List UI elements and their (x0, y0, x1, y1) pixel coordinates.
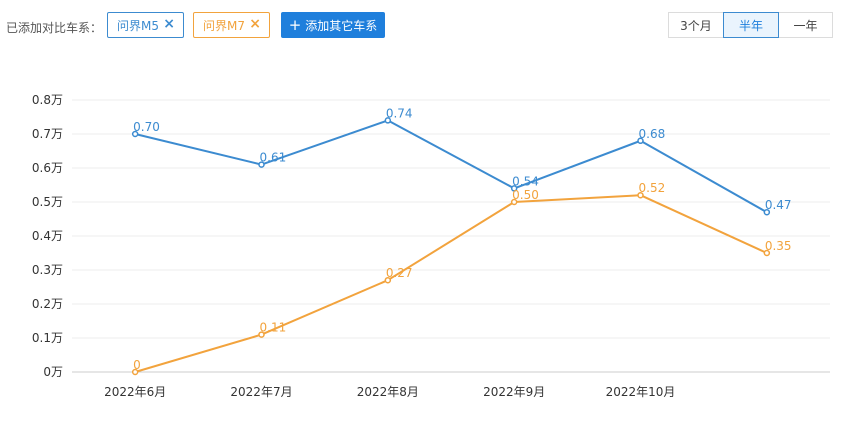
close-icon[interactable]: × (163, 16, 175, 32)
data-point (637, 191, 644, 199)
add-series-button[interactable]: + 添加其它车系 (281, 12, 385, 38)
y-tick-label: 0.3万 (32, 263, 63, 277)
data-label: 0 (133, 358, 141, 372)
y-tick-label: 0.8万 (32, 93, 63, 107)
data-point (384, 276, 392, 284)
y-tick-label: 0.2万 (32, 297, 63, 311)
compare-label: 已添加对比车系： (6, 21, 103, 35)
data-label: 0.61 (260, 151, 287, 165)
compare-tag-m5[interactable]: 问界M5 × (107, 12, 184, 38)
data-point (510, 185, 518, 192)
data-point (763, 249, 771, 257)
compare-tag-m7[interactable]: 问界M7 × (193, 12, 270, 38)
data-point (131, 130, 139, 138)
tag-label: 问界M7 (203, 18, 245, 33)
data-point (258, 331, 265, 338)
y-tick-label: 0万 (43, 365, 63, 379)
data-point (510, 198, 518, 206)
data-point (384, 117, 392, 124)
y-tick-label: 0.6万 (32, 161, 63, 175)
data-label: 0.70 (133, 120, 160, 134)
x-tick-label: 2022年8月 (357, 385, 419, 399)
data-label: 0.52 (639, 181, 666, 195)
data-point (637, 137, 644, 145)
y-tick-label: 0.5万 (32, 195, 63, 209)
toolbar: 已添加对比车系： 问界M5 × 问界M7 × + 添加其它车系 3个月 半年 一… (0, 0, 852, 50)
series-line-2 (134, 194, 768, 373)
y-tick-label: 0.1万 (32, 331, 63, 345)
period-one-year-button[interactable]: 一年 (778, 12, 833, 38)
data-label: 0.27 (386, 266, 413, 280)
x-tick-label: 2022年7月 (230, 385, 292, 399)
data-label: 0.54 (512, 174, 539, 188)
y-tick-label: 0.4万 (32, 229, 63, 243)
close-icon[interactable]: × (249, 16, 261, 32)
period-3-months-button[interactable]: 3个月 (668, 12, 724, 38)
data-label: 0.74 (386, 106, 413, 120)
y-tick-label: 0.7万 (32, 127, 63, 141)
series-line-1 (134, 119, 768, 214)
data-point (131, 368, 139, 376)
x-tick-label: 2022年10月 (606, 385, 676, 399)
data-point (258, 161, 265, 168)
add-series-label: 添加其它车系 (305, 18, 378, 33)
plus-icon: + (288, 15, 302, 34)
data-label: 0.50 (512, 188, 539, 202)
period-half-year-button[interactable]: 半年 (723, 12, 779, 38)
data-point (763, 208, 771, 216)
data-label: 0.68 (639, 127, 666, 141)
data-label: 0.35 (765, 239, 792, 253)
x-tick-label: 2022年6月 (104, 385, 166, 399)
x-tick-label: 2022年9月 (483, 385, 545, 399)
data-label: 0.11 (260, 321, 287, 335)
tag-label: 问界M5 (117, 18, 159, 33)
data-label: 0.47 (765, 198, 792, 212)
